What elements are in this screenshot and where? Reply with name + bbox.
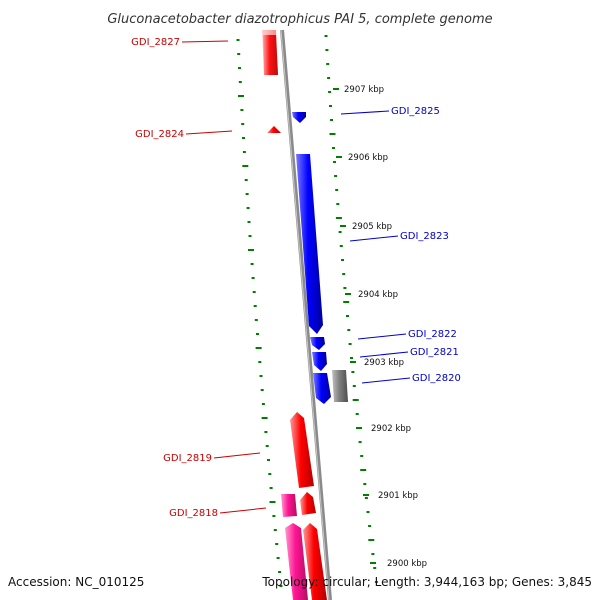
gene-feature-gdi-2827-body[interactable] xyxy=(263,35,278,75)
kbp-label-2904: 2904 kbp xyxy=(358,290,398,300)
kbp-label-2907: 2907 kbp xyxy=(344,85,384,95)
label-leader-lines xyxy=(181,40,411,514)
gene-label-gdi-2818[interactable]: GDI_2818 xyxy=(169,508,218,519)
kbp-label-2906: 2906 kbp xyxy=(348,153,388,163)
gene-label-gdi-2821[interactable]: GDI_2821 xyxy=(410,347,459,358)
gene-label-gdi-2822[interactable]: GDI_2822 xyxy=(408,329,457,340)
gene-feature-gdi-2824[interactable] xyxy=(267,126,281,133)
gene-feature-gdi-2819[interactable] xyxy=(290,412,314,488)
gene-label-gdi-2820[interactable]: GDI_2820 xyxy=(412,373,461,384)
kbp-label-2905: 2905 kbp xyxy=(352,222,392,232)
map-title: Gluconacetobacter diazotrophicus PAI 5, … xyxy=(107,12,492,27)
pseudo-feature-gdi-2820[interactable] xyxy=(332,370,348,402)
gene-label-gdi-2824[interactable]: GDI_2824 xyxy=(135,129,184,140)
rna-feature-gdi-2818a[interactable] xyxy=(281,494,297,517)
gene-feature-lower[interactable] xyxy=(303,523,327,600)
gene-label-gdi-2819[interactable]: GDI_2819 xyxy=(163,453,212,464)
rna-feature-lower[interactable] xyxy=(285,523,308,600)
gene-label-gdi-2823[interactable]: GDI_2823 xyxy=(400,231,449,242)
gene-label-gdi-2827[interactable]: GDI_2827 xyxy=(131,37,180,48)
accession-text: Accession: NC_010125 xyxy=(8,575,145,589)
kbp-label-2900: 2900 kbp xyxy=(387,559,427,569)
gc-skew-track-right xyxy=(324,35,378,583)
gene-feature-gdi-2822[interactable] xyxy=(310,337,325,350)
gene-feature-gdi-2820[interactable] xyxy=(313,373,331,404)
kbp-label-2901: 2901 kbp xyxy=(378,491,418,501)
kbp-label-2903: 2903 kbp xyxy=(364,358,404,368)
gene-label-gdi-2825[interactable]: GDI_2825 xyxy=(391,106,440,117)
gc-skew-track-left xyxy=(236,39,283,587)
gene-feature-gdi-2818[interactable] xyxy=(300,492,316,515)
gene-feature-gdi-2821[interactable] xyxy=(312,352,327,371)
topology-text: Topology: circular; Length: 3,944,163 bp… xyxy=(262,575,592,589)
gene-feature-gdi-2825[interactable] xyxy=(292,112,306,123)
kbp-label-2902: 2902 kbp xyxy=(371,424,411,434)
kbp-scale xyxy=(333,88,376,564)
gene-feature-gdi-2823[interactable] xyxy=(296,154,323,334)
